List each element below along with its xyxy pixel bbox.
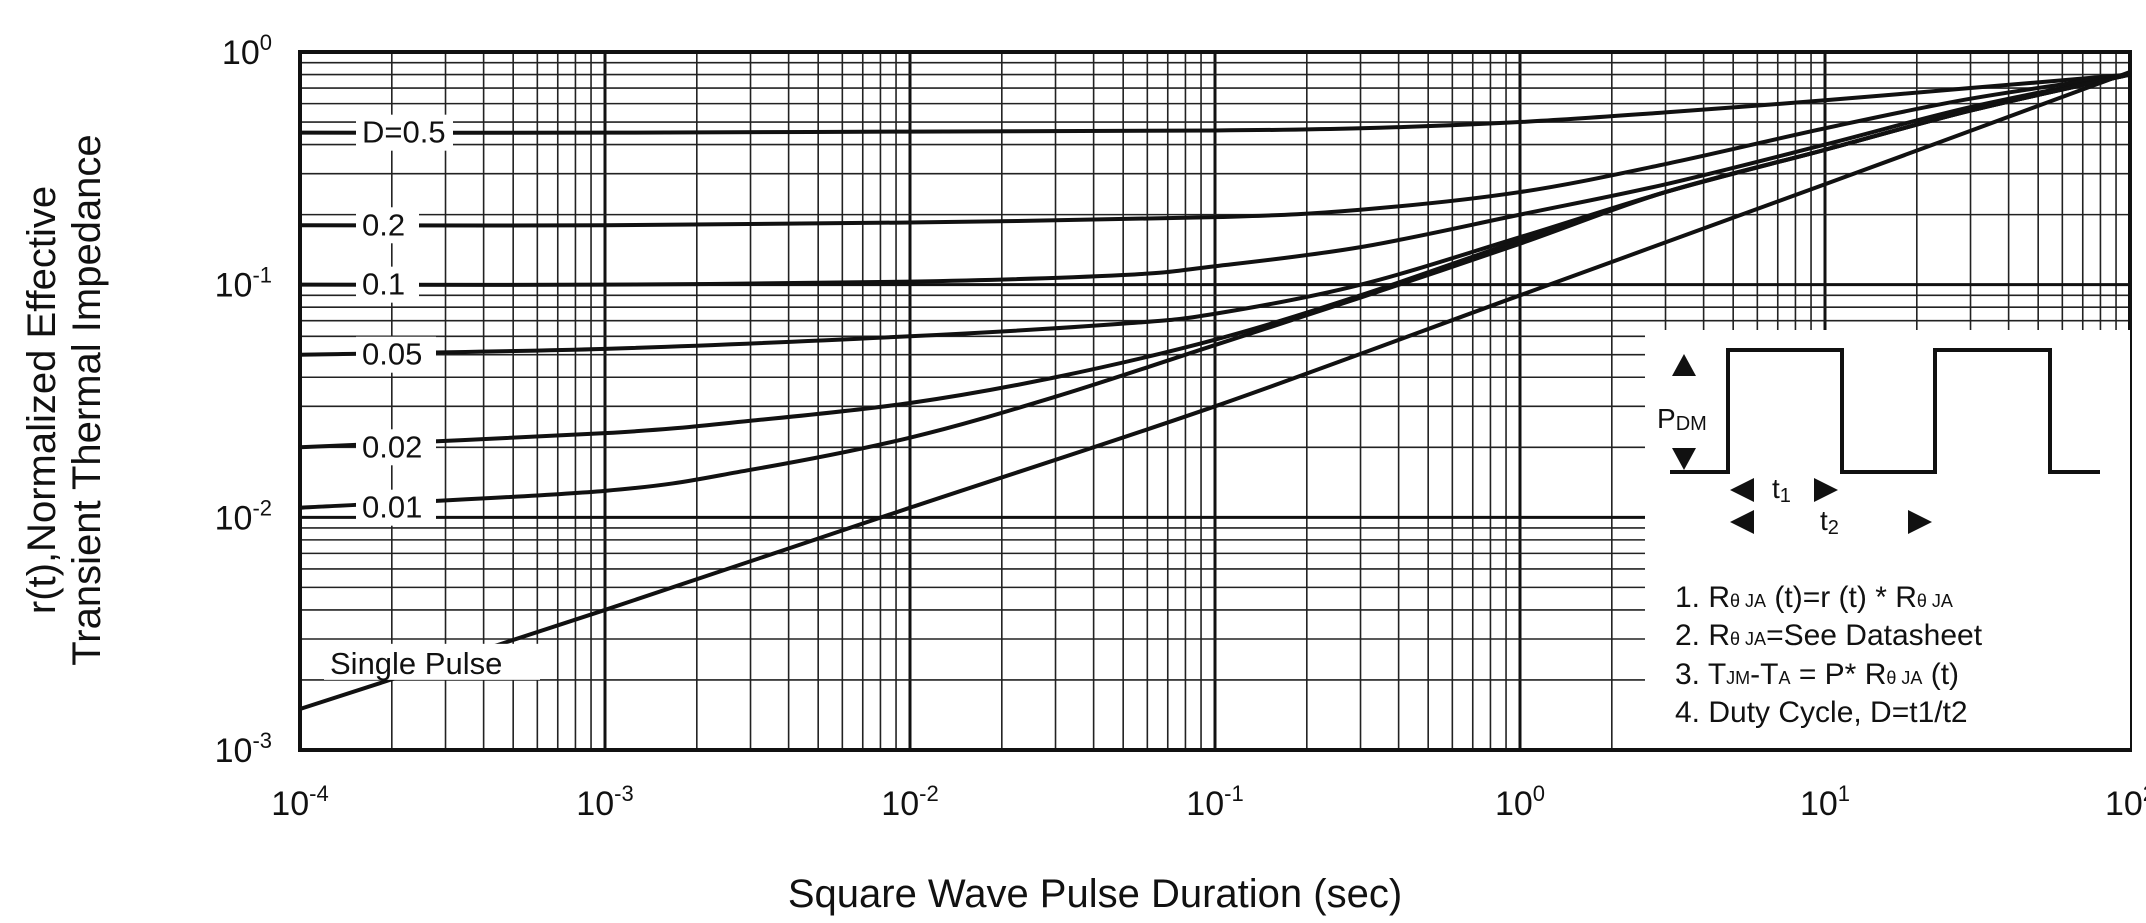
y-tick-label: 10-1 xyxy=(215,263,272,305)
t2-right-arrow-icon xyxy=(1908,510,1932,534)
curve-label: Single Pulse xyxy=(330,646,502,681)
note-3: 3. TJM-TA = P* Rθ JA (t) xyxy=(1675,658,1959,691)
curve-label: 0.2 xyxy=(362,207,405,242)
curve-label-group: 0.05 xyxy=(356,336,436,373)
series-lines xyxy=(299,70,2131,711)
x-tick-label: 10-1 xyxy=(1186,781,1243,823)
series-line-0 xyxy=(299,72,2131,135)
curve-label-background xyxy=(356,266,419,303)
note-1: 1. Rθ JA (t)=r (t) * Rθ JA xyxy=(1675,581,1953,614)
pulse-waveform xyxy=(1670,348,2100,474)
curve-label-background xyxy=(356,114,453,151)
t1-right-arrow-icon xyxy=(1814,478,1838,502)
curve-label-group: Single Pulse xyxy=(324,643,540,681)
y-axis-title-line1: r(t),Normalized Effective xyxy=(20,186,64,614)
y-tick-label: 10-3 xyxy=(215,728,272,770)
curve-label: 0.05 xyxy=(362,337,422,372)
x-tick-label: 10-3 xyxy=(576,781,633,823)
pdm-label: PDM xyxy=(1657,403,1707,435)
curve-label: 0.01 xyxy=(362,490,422,525)
series-line-6 xyxy=(299,70,2131,711)
pdm-up-arrow-icon xyxy=(1672,354,1696,376)
curve-label: 0.1 xyxy=(362,267,405,302)
curve-label-group: 0.01 xyxy=(356,489,436,526)
y-tick-labels: 100 10-1 10-2 10-3 xyxy=(215,30,272,770)
y-tick-label: 10-2 xyxy=(215,495,272,537)
series-line-5 xyxy=(299,72,2131,510)
x-tick-labels: 10-4 10-3 10-2 10-1 100 101 102 xyxy=(271,781,2146,823)
x-axis-title: Square Wave Pulse Duration (sec) xyxy=(788,872,1402,916)
curve-label-background xyxy=(356,429,436,466)
x-tick-label: 100 xyxy=(1495,781,1545,823)
curve-label-background xyxy=(356,336,436,373)
curve-label-background xyxy=(324,643,540,680)
curve-label: D=0.5 xyxy=(362,115,446,150)
x-tick-label: 10-2 xyxy=(881,781,938,823)
t1-left-arrow-icon xyxy=(1730,478,1754,502)
curve-label-background xyxy=(356,489,436,526)
note-2: 2. Rθ JA=See Datasheet xyxy=(1675,619,1983,652)
note-4: 4. Duty Cycle, D=t1/t2 xyxy=(1675,696,1968,729)
curve-label-group: 0.02 xyxy=(356,429,436,466)
curve-label-group: 0.1 xyxy=(356,266,419,303)
y-axis-title-line2: Transient Thermal Impedance xyxy=(65,134,109,665)
t1-label: t1 xyxy=(1772,473,1791,507)
x-tick-label: 10-4 xyxy=(271,781,328,823)
series-line-2 xyxy=(299,72,2131,287)
curve-labels: D=0.5 0.2 0.1 0.05 0.02 0.01 Single Pulse xyxy=(324,115,540,681)
pdm-down-arrow-icon xyxy=(1672,448,1696,470)
curve-label-group: D=0.5 xyxy=(356,115,453,151)
t2-left-arrow-icon xyxy=(1730,510,1754,534)
inset-panel: PDM t1 t2 1. Rθ JA (t)=r (t) * Rθ JA 2. … xyxy=(1645,330,2130,748)
series-line-1 xyxy=(299,72,2131,228)
x-tick-label: 101 xyxy=(1800,781,1850,823)
y-tick-label: 100 xyxy=(222,30,272,72)
t2-label: t2 xyxy=(1820,505,1839,539)
curve-label-group: 0.2 xyxy=(356,207,419,244)
curve-label: 0.02 xyxy=(362,429,422,464)
x-tick-label: 102 xyxy=(2105,781,2146,823)
curve-label-background xyxy=(356,207,419,244)
